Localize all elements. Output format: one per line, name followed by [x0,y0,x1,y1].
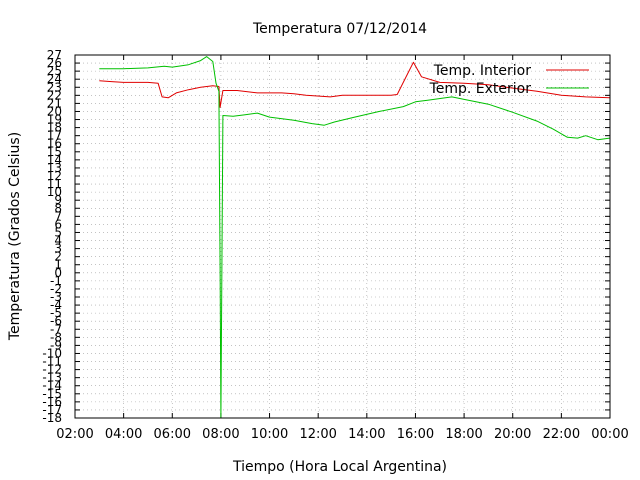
y-tick-label: 25 [47,64,62,78]
y-tick-label: -14 [42,379,62,393]
plot-border [74,54,611,419]
y-tick-label: 8 [54,201,62,215]
y-tick-label: 5 [54,225,62,239]
y-tick-label: -4 [50,298,62,312]
x-tick-label: 06:00 [154,427,191,442]
series-group [99,56,610,419]
x-tick-label: 08:00 [202,427,239,442]
y-tick-label: -12 [42,363,62,377]
x-tick-label: 02:00 [56,427,93,442]
y-tick-label: -6 [50,314,62,328]
y-tick-label: -10 [42,346,62,360]
y-tick-label: 20 [47,104,62,118]
y-tick-label: 27 [47,48,62,62]
x-tick-label: 16:00 [397,427,434,442]
y-tick-label: -3 [50,290,62,304]
y-tick-label: 22 [47,88,62,102]
y-tick-label: -2 [50,282,62,296]
y-tick-label: 21 [47,96,62,110]
y-tick-label: -16 [42,395,62,409]
y-tick-label: 9 [54,193,62,207]
series-line-0 [99,61,610,108]
y-tick-label: 2 [54,250,62,264]
x-tick-label: 00:00 [591,427,628,442]
y-tick-label: 11 [47,177,62,191]
y-tick-label: -8 [50,330,62,344]
y-tick-label: 3 [54,242,62,256]
x-axis-label: Tiempo (Hora Local Argentina) [232,459,447,475]
y-tick-label: -18 [42,411,62,425]
y-tick-label: 7 [54,209,62,223]
y-tick-label: -9 [50,338,62,352]
y-tick-label: 0 [54,266,62,280]
y-tick-label: 18 [47,121,62,135]
grid [75,55,610,418]
y-tick-label: 14 [47,153,62,167]
chart-title: Temperatura 07/12/2014 [252,21,427,37]
y-tick-label: 12 [47,169,62,183]
y-tick-label: -5 [50,306,62,320]
y-tick-label: 24 [47,72,62,86]
y-tick-label: -17 [42,403,62,417]
y-tick-label: 1 [54,258,62,272]
y-tick-label: 15 [47,145,62,159]
y-tick-label: 6 [54,217,62,231]
x-tick-label: 14:00 [348,427,385,442]
y-tick-label: -11 [42,355,62,369]
x-tick-label: 20:00 [494,427,531,442]
y-axis-ticks: 2726252423222120191817161514131211109876… [42,48,610,425]
y-tick-label: 23 [47,80,62,94]
y-tick-label: 4 [54,234,62,248]
y-tick-label: 19 [47,113,62,127]
x-axis-ticks: 02:00 04:00 06:00 08:00 10:00 12:00 14:00 16:00… [56,55,629,442]
y-tick-label: -1 [50,274,62,288]
y-tick-label: 13 [47,161,62,175]
x-tick-label: 22:00 [543,427,580,442]
y-tick-label: 10 [47,185,62,199]
legend-label: Temp. Interior [433,63,532,79]
x-tick-label: 04:00 [105,427,142,442]
legend-label: Temp. Exterior [429,81,532,97]
x-tick-label: 10:00 [251,427,288,442]
y-tick-label: -7 [50,322,62,336]
y-axis-label: Temperatura (Grados Celsius) [7,132,23,341]
y-tick-label: -15 [42,387,62,401]
y-tick-label: 17 [47,129,62,143]
legend: Temp. Interior Temp. Exterior [429,63,589,97]
y-tick-label: -13 [42,371,62,385]
x-tick-label: 18:00 [445,427,482,442]
series-line-1 [99,56,610,419]
y-tick-label: 26 [47,56,62,70]
y-tick-label: 16 [47,137,62,151]
x-tick-label: 12:00 [299,427,336,442]
